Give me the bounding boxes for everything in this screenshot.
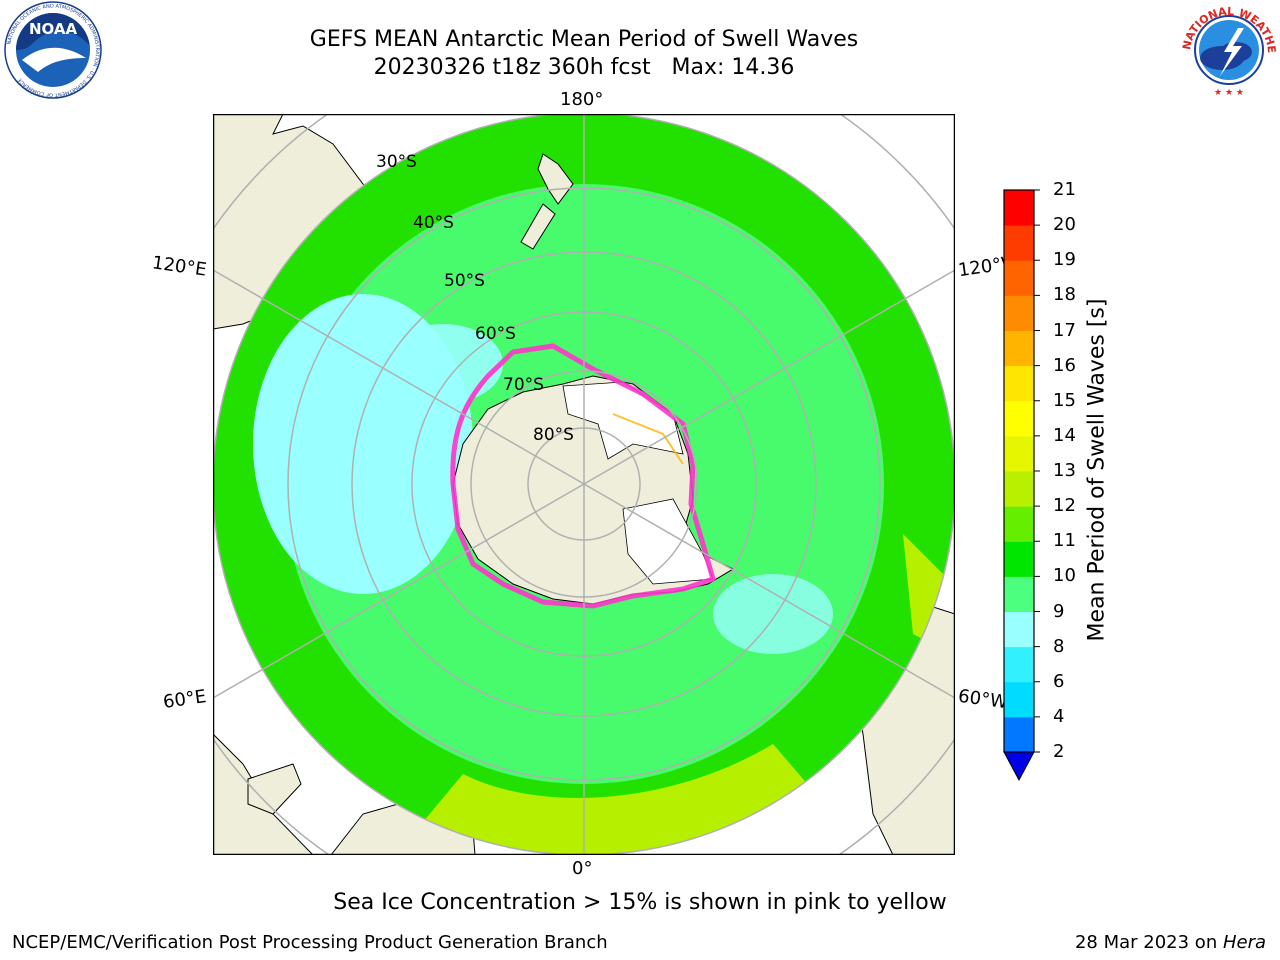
colorbar-tick-label: 17 [1053, 319, 1076, 341]
colorbar-tick-label: 10 [1053, 565, 1076, 587]
colorbar-tick-label: 6 [1053, 670, 1065, 692]
map-border [213, 114, 955, 855]
colorbar-segment [1004, 400, 1034, 437]
lat-label-50s: 50°S [444, 271, 485, 291]
colorbar-segment [1004, 541, 1034, 577]
sea-ice-edge-yellow [612, 413, 684, 465]
lat-label-60s: 60°S [475, 324, 516, 344]
new-zealand-south-land [520, 203, 556, 250]
footer-date: 28 Mar 2023 on Hera [1075, 932, 1266, 953]
colorbar-tick-label: 2 [1053, 741, 1065, 762]
polar-map [213, 114, 955, 855]
colorbar-segment [1004, 576, 1034, 612]
svg-text:★ ★ ★: ★ ★ ★ [1214, 88, 1244, 98]
colorbar-tick-label: 4 [1053, 705, 1065, 727]
colorbar-tick-label: 15 [1053, 389, 1076, 411]
colorbar-tick-label: 12 [1053, 495, 1076, 517]
colorbar-tick-label: 9 [1053, 600, 1065, 622]
swell-region-yellow-south [413, 744, 833, 855]
noaa-wordmark: NOAA [29, 20, 78, 38]
colorbar-tick-label: 14 [1053, 424, 1076, 446]
colorbar-segment [1004, 471, 1034, 507]
colorbar-tick-label: 21 [1053, 179, 1076, 200]
colorbar-tick-label: 11 [1053, 530, 1076, 552]
lon-label-60e: 60°E [161, 686, 208, 713]
lon-label-180: 180° [560, 89, 604, 110]
map-title: GEFS MEAN Antarctic Mean Period of Swell… [309, 27, 859, 52]
swell-region-cyan-south [713, 574, 833, 654]
colorbar-tick-label: 18 [1053, 284, 1076, 306]
colorbar-segment [1004, 681, 1034, 718]
colorbar-segment [1004, 716, 1034, 753]
colorbar-segment [1004, 611, 1034, 648]
colorbar-segment [1004, 365, 1034, 402]
meridian-gridlines [213, 114, 955, 855]
lat-label-70s: 70°S [503, 375, 544, 395]
footer-host: Hera [1222, 932, 1266, 953]
colorbar-segment [1004, 190, 1034, 226]
footer-credit: NCEP/EMC/Verification Post Processing Pr… [12, 932, 608, 953]
madagascar-land [247, 763, 302, 815]
colorbar-segment [1004, 330, 1034, 367]
lon-label-120e: 120°E [150, 252, 208, 281]
swell-region-cyan-small [383, 324, 503, 404]
colorbar-segment [1004, 225, 1034, 261]
lat-label-30s: 30°S [376, 152, 417, 172]
colorbar-segment [1004, 260, 1034, 296]
parallel-gridlines [213, 114, 955, 855]
colorbar-segment [1004, 435, 1034, 472]
colorbar [1003, 189, 1040, 782]
colorbar-segment [1004, 295, 1034, 331]
lat-label-40s: 40°S [413, 213, 454, 233]
colorbar-tick-label: 16 [1053, 354, 1076, 376]
lon-label-0: 0° [572, 858, 593, 879]
colorbar-tick-label: 8 [1053, 635, 1065, 657]
colorbar-segment [1004, 646, 1034, 683]
lat-label-80s: 80°S [533, 425, 574, 445]
nws-logo: NATIONAL WEATHER SERVICE ★ ★ ★ [1178, 0, 1278, 98]
africa-land [213, 733, 314, 855]
colorbar-label: Mean Period of Swell Waves [s] [1084, 298, 1110, 642]
colorbar-tick-label: 20 [1053, 214, 1076, 236]
colorbar-under-extension [1003, 751, 1035, 782]
colorbar-segment [1004, 506, 1034, 542]
footer-date-text: 28 Mar 2023 on [1074, 932, 1223, 953]
sea-ice-note: Sea Ice Concentration > 15% is shown in … [333, 890, 947, 915]
noaa-logo: NOAA NATIONAL OCEANIC AND ATMOSPHERIC AD… [4, 1, 102, 99]
colorbar-tick-label: 13 [1053, 460, 1076, 481]
map-subtitle: 20230326 t18z 360h fcst Max: 14.36 [373, 55, 795, 80]
new-zealand-land [537, 153, 574, 205]
sea-ice-edge [450, 343, 717, 609]
colorbar-tick-label: 19 [1053, 249, 1076, 271]
